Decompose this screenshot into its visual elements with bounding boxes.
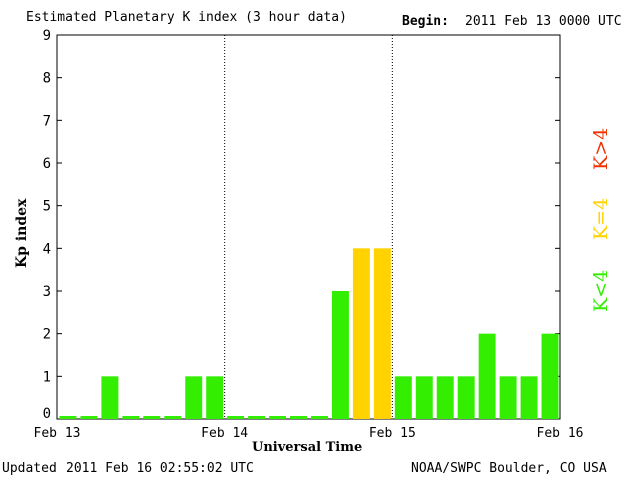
y-tick-label: 4 — [43, 241, 51, 257]
y-tick-label: 9 — [43, 28, 51, 44]
bar — [415, 376, 433, 419]
source-credit: NOAA/SWPC Boulder, CO USA — [411, 461, 607, 476]
bar — [227, 416, 245, 419]
y-tick-label: 5 — [43, 199, 51, 215]
y-tick-label: 6 — [43, 156, 51, 172]
bar — [59, 416, 77, 419]
bar — [248, 416, 266, 419]
bar — [373, 248, 391, 419]
updated-value: 2011 Feb 16 02:55:02 UTC — [66, 461, 254, 476]
y-tick-label: 1 — [43, 369, 51, 385]
y-tick-label: 2 — [43, 327, 51, 343]
y-tick-label: 7 — [43, 113, 51, 129]
y-tick-label: 0 — [43, 406, 51, 422]
bar — [352, 248, 370, 419]
x-tick-label: Feb 15 — [369, 426, 416, 441]
bar — [331, 291, 349, 419]
y-tick-label: 8 — [43, 71, 51, 87]
bar — [164, 416, 182, 419]
plot-frame — [56, 34, 561, 420]
bar — [185, 376, 203, 419]
x-axis-label: Universal Time — [252, 440, 363, 455]
bar — [206, 376, 224, 419]
bar — [541, 333, 559, 419]
begin-value: 2011 Feb 13 0000 UTC — [465, 14, 622, 29]
bar — [269, 416, 287, 419]
bar — [290, 416, 307, 419]
legend-k-equals-4: K=4 — [590, 197, 612, 240]
x-tick-label: Feb 13 — [34, 426, 81, 441]
updated-label: Updated — [2, 461, 57, 476]
legend-k-less-4: K<4 — [590, 269, 612, 312]
bar — [80, 416, 98, 419]
bar — [311, 416, 328, 419]
bar — [457, 376, 475, 419]
x-tick-label: Feb 14 — [201, 426, 248, 441]
bar — [520, 376, 538, 419]
bar — [101, 376, 119, 419]
bar — [499, 376, 517, 419]
bar — [394, 376, 412, 419]
legend-k-greater-4: K>4 — [590, 127, 612, 170]
x-tick-label: Feb 16 — [537, 426, 584, 441]
bar — [143, 416, 161, 419]
bar — [436, 376, 454, 419]
y-tick-label: 3 — [43, 284, 51, 300]
chart-title: Estimated Planetary K index (3 hour data… — [26, 10, 347, 25]
bar — [122, 416, 140, 419]
begin-label: Begin: — [402, 14, 449, 29]
bar — [478, 333, 496, 419]
y-axis-label: Kp index — [14, 198, 30, 268]
